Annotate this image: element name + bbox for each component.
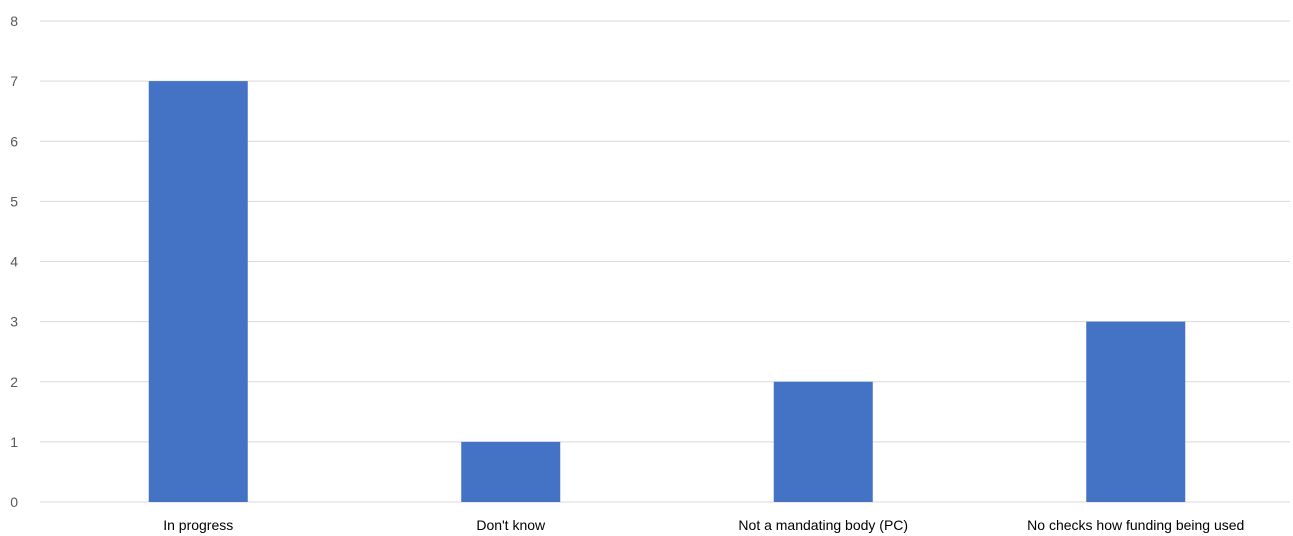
- bar-in-progress: [148, 81, 248, 502]
- y-tick-label: 7: [10, 73, 18, 89]
- x-category-label: Don't know: [476, 517, 546, 533]
- x-axis-category-labels: In progress Don't know Not a mandating bod…: [163, 517, 1244, 533]
- x-category-label: No checks how funding being used: [1027, 517, 1244, 533]
- y-tick-label: 6: [10, 133, 18, 149]
- y-tick-label: 3: [10, 314, 18, 330]
- y-tick-label: 2: [10, 374, 18, 390]
- x-category-label: In progress: [163, 517, 233, 533]
- y-axis-tick-labels: 0 1 2 3 4 5 6 7 8: [10, 13, 18, 510]
- x-category-label: Not a mandating body (PC): [738, 517, 908, 533]
- bar-not-a-mandating-body-pc: [773, 381, 873, 502]
- y-tick-label: 5: [10, 193, 18, 209]
- gridlines: [40, 20, 1290, 503]
- bar-no-checks-how-funding-being-used: [1086, 321, 1186, 502]
- y-tick-label: 0: [10, 494, 18, 510]
- y-tick-label: 8: [10, 13, 18, 29]
- y-tick-label: 1: [10, 434, 18, 450]
- y-tick-label: 4: [10, 254, 18, 270]
- bar-don-t-know: [461, 441, 561, 502]
- bars: [148, 81, 1186, 502]
